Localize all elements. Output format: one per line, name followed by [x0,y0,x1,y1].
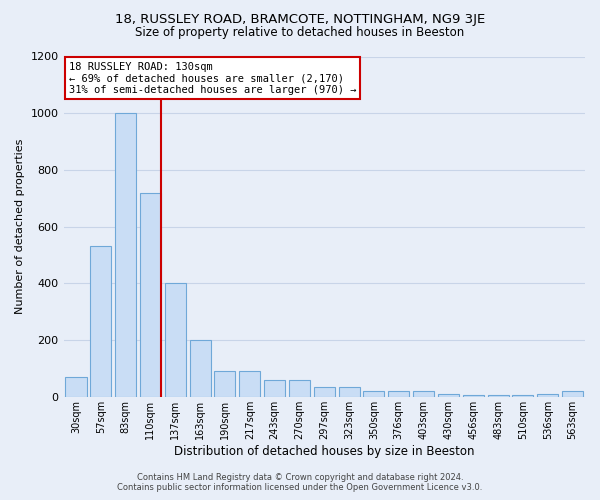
Bar [115,113,136,397]
Bar [314,387,335,397]
Bar [264,380,285,397]
Text: Contains HM Land Registry data © Crown copyright and database right 2024.
Contai: Contains HM Land Registry data © Crown c… [118,473,482,492]
Bar [165,284,186,397]
Text: 18 RUSSLEY ROAD: 130sqm
← 69% of detached houses are smaller (2,170)
31% of semi: 18 RUSSLEY ROAD: 130sqm ← 69% of detache… [69,62,356,95]
Bar [537,394,559,397]
Bar [338,387,359,397]
Bar [463,396,484,397]
Bar [239,372,260,397]
Bar [388,391,409,397]
Bar [65,377,86,397]
X-axis label: Distribution of detached houses by size in Beeston: Distribution of detached houses by size … [174,444,475,458]
Bar [562,391,583,397]
Text: Size of property relative to detached houses in Beeston: Size of property relative to detached ho… [136,26,464,39]
Bar [90,246,112,397]
Bar [364,391,385,397]
Bar [512,396,533,397]
Bar [413,391,434,397]
Bar [488,396,509,397]
Y-axis label: Number of detached properties: Number of detached properties [15,139,25,314]
Bar [438,394,459,397]
Bar [140,192,161,397]
Bar [289,380,310,397]
Text: 18, RUSSLEY ROAD, BRAMCOTE, NOTTINGHAM, NG9 3JE: 18, RUSSLEY ROAD, BRAMCOTE, NOTTINGHAM, … [115,12,485,26]
Bar [214,372,235,397]
Bar [190,340,211,397]
